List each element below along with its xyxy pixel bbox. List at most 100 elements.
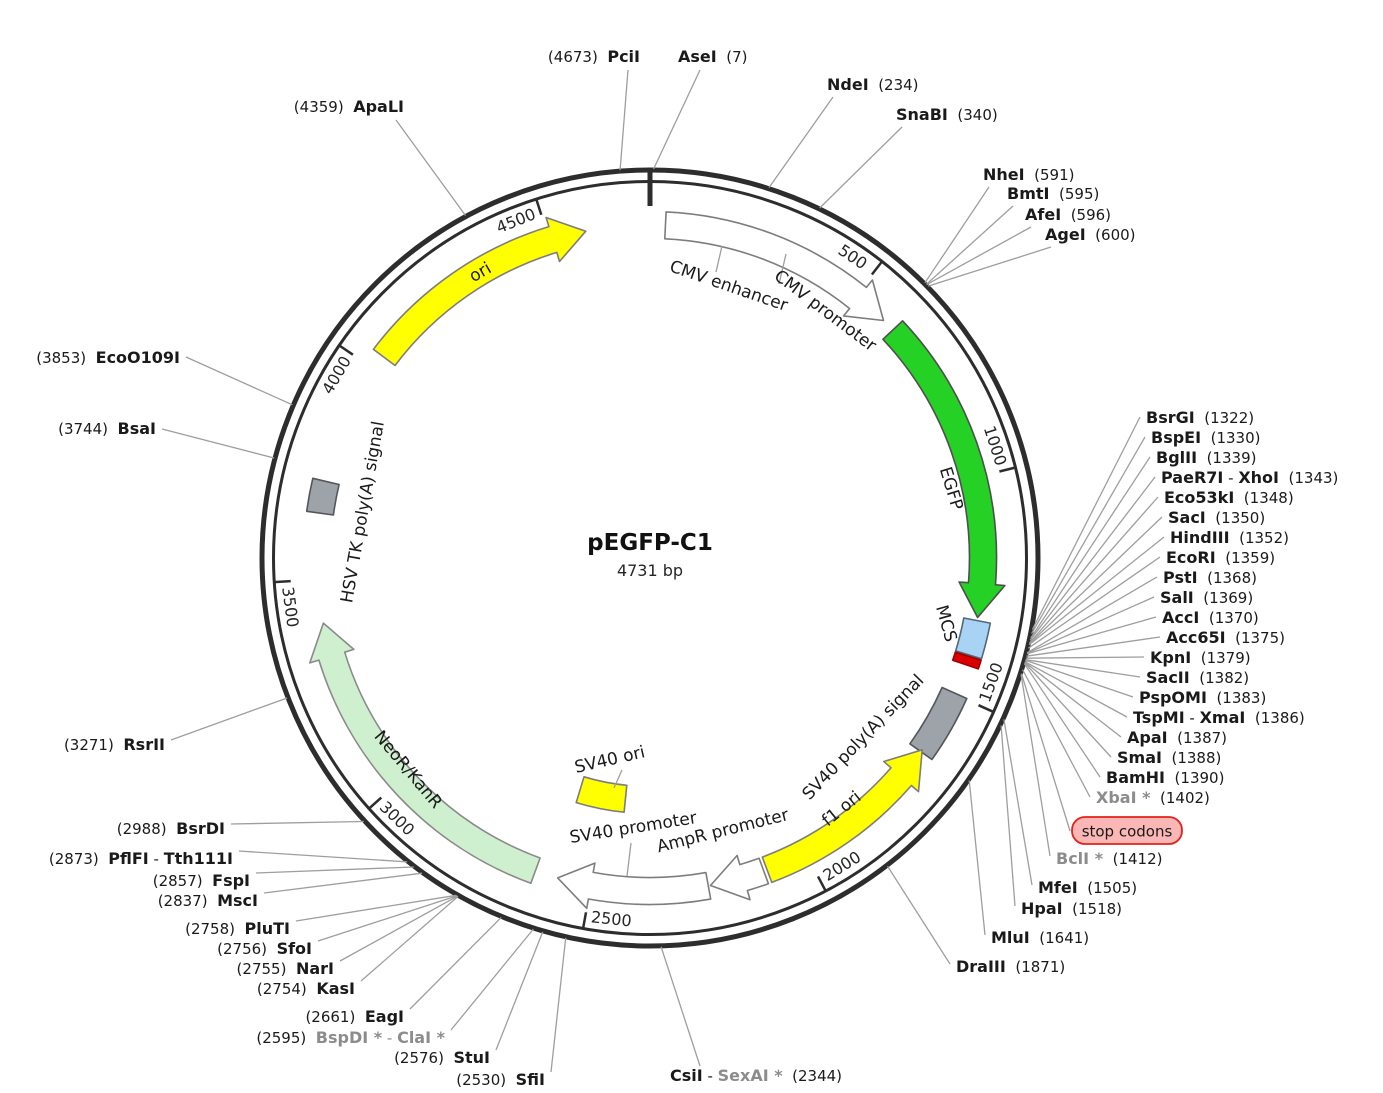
site-position-text: (4359) [294, 98, 353, 116]
site-position-text: (2873) [49, 850, 108, 868]
leader-line-kasi [360, 895, 459, 982]
site-label-agei: AgeI (600) [1045, 225, 1136, 244]
site-position-text: (2595) [256, 1029, 315, 1047]
site-label-bmti: BmtI (595) [1007, 184, 1099, 203]
tick-label-4000: 4000 [318, 353, 355, 398]
site-label-mlui: MluI (1641) [991, 928, 1089, 947]
site-name-text: SfoI [277, 939, 312, 958]
site-label-sali: SalI (1369) [1160, 588, 1253, 607]
site-position-text: (2756) [217, 940, 276, 958]
site-position-text: (2758) [185, 920, 244, 938]
site-label-acci: AccI (1370) [1162, 608, 1259, 627]
site-label-eco53ki: Eco53kI (1348) [1164, 488, 1294, 507]
site-name-text: SfiI [516, 1070, 545, 1089]
site-position-text: (1368) [1198, 569, 1257, 587]
site-position-text: (1352) [1230, 529, 1289, 547]
site-position-text: (1388) [1162, 749, 1221, 767]
site-name-text: KasI [316, 979, 355, 998]
feature-label-mcs: MCS [931, 603, 961, 644]
site-name-text: Tth111I [164, 849, 233, 868]
feature-sv40-promoter [556, 862, 712, 910]
leader-line-hindiii [1028, 536, 1165, 646]
leader-line-afei [926, 226, 1032, 286]
site-position-text: (1379) [1191, 649, 1250, 667]
leader-line-ecori [1028, 556, 1161, 649]
plasmid-size-label: 4731 bp [617, 561, 683, 580]
stop-codons-label: stop codons [1082, 823, 1173, 841]
tick-mark-3000 [367, 796, 383, 810]
leader-line-pluti [295, 894, 457, 922]
site-label-nari: (2755) NarI [237, 959, 334, 978]
tick-mark-500 [870, 260, 884, 276]
site-position-text: (1518) [1063, 900, 1122, 918]
site-position-text: (234) [869, 76, 919, 94]
site-label-kasi: (2754) KasI [257, 979, 355, 998]
leader-line-sfii [550, 937, 567, 1073]
site-name-text: PflFI [108, 849, 148, 868]
site-position-text: (1370) [1199, 609, 1258, 627]
leader-line-csii-sexai [660, 946, 701, 1067]
leader-line-xbai [1022, 669, 1091, 798]
leader-line-bsai [161, 428, 275, 459]
site-name-text: EagI [365, 1007, 404, 1026]
site-name-text: CsiI [670, 1066, 703, 1085]
leader-line-acc65i [1026, 636, 1161, 657]
tick-mark-4000 [338, 344, 354, 356]
site-position-text: (2576) [394, 1049, 453, 1067]
site-label-kpni: KpnI (1379) [1150, 648, 1251, 667]
site-position-text: (2837) [158, 892, 217, 910]
site-position-text: (1383) [1207, 689, 1266, 707]
leader-line-stop-codons [1020, 673, 1071, 832]
site-name-text: SexAI * [718, 1066, 784, 1085]
site-label-ecori: EcoRI (1359) [1166, 548, 1275, 567]
site-position-text: (600) [1086, 226, 1136, 244]
site-name-text: BamHI [1106, 768, 1165, 787]
feature-leader-1 [778, 253, 787, 285]
leader-line-mlui [968, 780, 986, 936]
site-position-text: (1505) [1078, 879, 1137, 897]
site-name-text: SacI [1168, 508, 1206, 527]
site-position-text: (2754) [257, 980, 316, 998]
site-name-text: MluI [991, 928, 1030, 947]
site-label-bglii: BglII (1339) [1156, 448, 1256, 467]
leader-line-hpai [1000, 725, 1016, 907]
feature-sv40-ori [575, 776, 628, 813]
leader-line-tspmi-xmai [1024, 661, 1128, 718]
site-position-text: - [382, 1029, 397, 1047]
site-name-text: BclI * [1056, 849, 1104, 868]
feature-ori [372, 216, 587, 367]
leader-line-sacii [1025, 659, 1141, 678]
site-label-pspomi: PspOMI (1383) [1139, 688, 1266, 707]
site-name-text: AfeI [1025, 205, 1061, 224]
site-position-text: (3853) [36, 349, 95, 367]
leader-line-paer7i-xhoi [1029, 476, 1156, 641]
site-label-bamhi: BamHI (1390) [1106, 768, 1224, 787]
leader-line-asei [653, 69, 701, 170]
site-position-text: (595) [1049, 185, 1099, 203]
site-name-text: BsaI [118, 419, 156, 438]
site-position-text: (2857) [153, 872, 212, 890]
leader-line-stui [495, 931, 544, 1051]
tick-mark-2000 [816, 875, 828, 892]
leader-line-eagi [409, 916, 502, 1010]
site-name-text: BspEI [1151, 428, 1201, 447]
site-position-text: (1390) [1165, 769, 1224, 787]
site-name-text: PaeR7I [1161, 468, 1223, 487]
site-label-ecoo109i: (3853) EcoO109I [36, 348, 180, 367]
site-name-text: AccI [1162, 608, 1199, 627]
site-position-text: (1339) [1197, 449, 1256, 467]
site-name-text: MfeI [1038, 878, 1078, 897]
site-label-tspmi-xmai: TspMI - XmaI (1386) [1133, 708, 1305, 727]
leader-line-eco53ki [1029, 496, 1159, 644]
site-name-text: PciI [607, 47, 640, 66]
leader-line-psti [1026, 576, 1158, 654]
site-label-pflfi-tth111i: (2873) PflFI - Tth111I [49, 849, 233, 868]
site-label-sacii: SacII (1382) [1146, 668, 1249, 687]
site-label-rsrii: (3271) RsrII [64, 735, 165, 754]
site-name-text: XbaI * [1096, 788, 1151, 807]
site-position-text: - [703, 1067, 718, 1085]
site-name-text: ClaI * [397, 1028, 446, 1047]
site-label-bcli: BclI * (1412) [1056, 849, 1162, 868]
feature-leader-3 [613, 769, 623, 789]
tick-label-3500: 3500 [278, 586, 302, 629]
